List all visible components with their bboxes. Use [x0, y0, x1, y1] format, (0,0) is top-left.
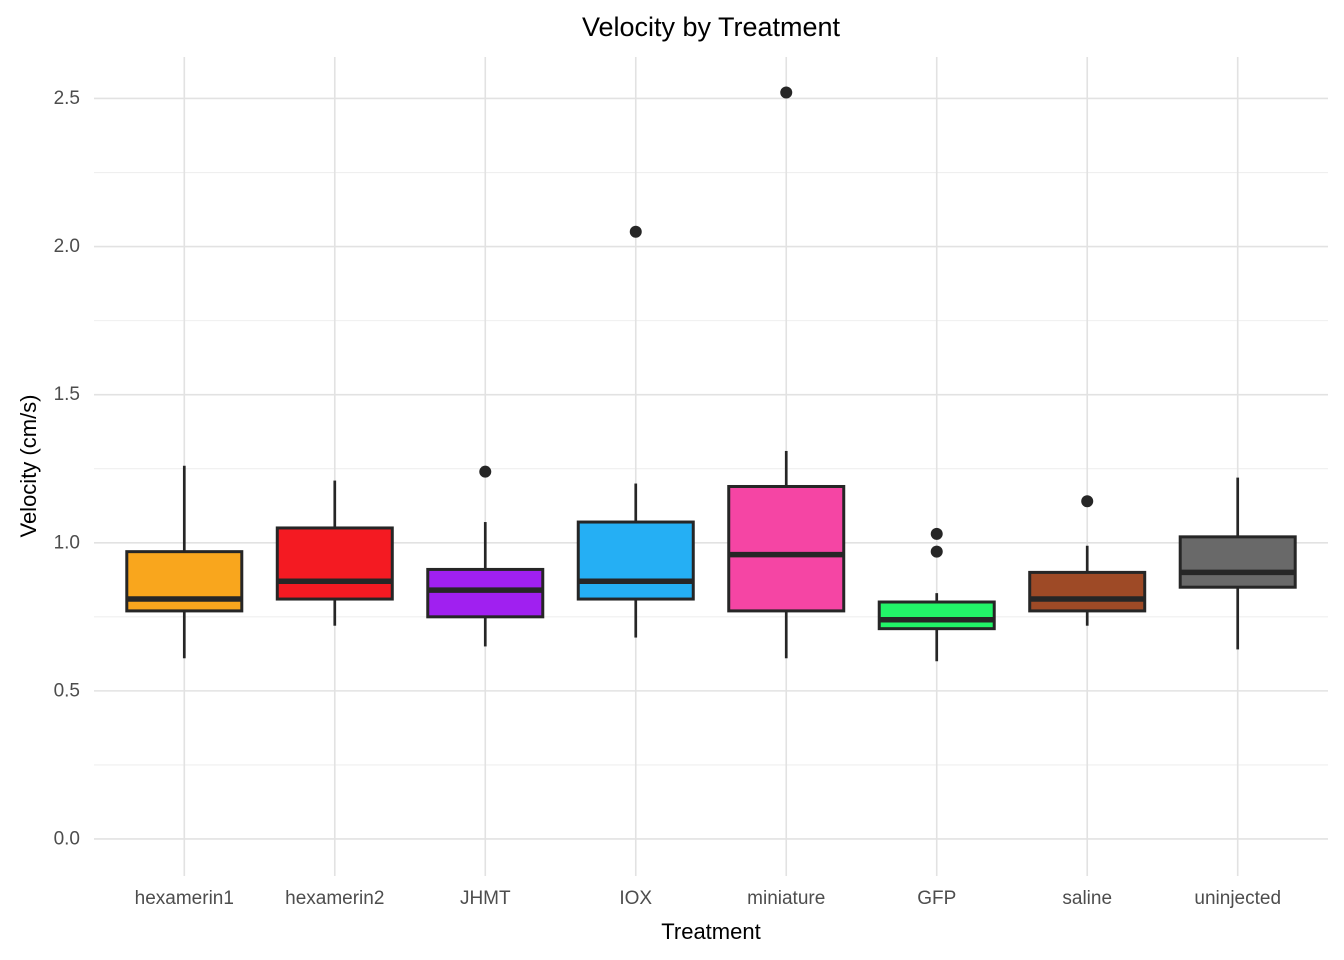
- box-JHMT: [426, 567, 545, 619]
- x-tick-label: GFP: [917, 888, 956, 909]
- box-hexamerin1: [125, 550, 244, 613]
- outlier-point: [629, 225, 642, 238]
- x-tick-label: hexamerin2: [285, 888, 384, 909]
- x-tick-label: uninjected: [1194, 888, 1281, 909]
- box-saline: [1028, 570, 1147, 613]
- outlier-point: [479, 465, 492, 478]
- y-tick-label: 0.5: [54, 680, 80, 701]
- y-tick-label: 2.5: [54, 88, 80, 109]
- outlier-point: [930, 527, 943, 540]
- chart-title: Velocity by Treatment: [581, 12, 841, 42]
- x-tick-label: IOX: [619, 888, 652, 909]
- y-tick-label: 1.5: [54, 384, 80, 405]
- box-uninjected: [1178, 535, 1297, 589]
- x-axis-title: Treatment: [661, 919, 761, 944]
- outlier-point: [780, 86, 793, 99]
- x-tick-label: miniature: [747, 888, 825, 909]
- box-GFP: [877, 600, 996, 631]
- x-tick-label: hexamerin1: [135, 888, 234, 909]
- outlier-point: [1081, 495, 1094, 508]
- x-tick-label: saline: [1062, 888, 1112, 909]
- outlier-point: [930, 545, 943, 558]
- box-hexamerin2: [275, 526, 394, 601]
- box-IOX: [576, 520, 695, 601]
- box-miniature: [727, 484, 846, 613]
- x-tick-label: JHMT: [460, 888, 511, 909]
- y-tick-label: 1.0: [54, 532, 80, 553]
- y-tick-label: 0.0: [54, 828, 80, 849]
- y-tick-label: 2.0: [54, 236, 80, 257]
